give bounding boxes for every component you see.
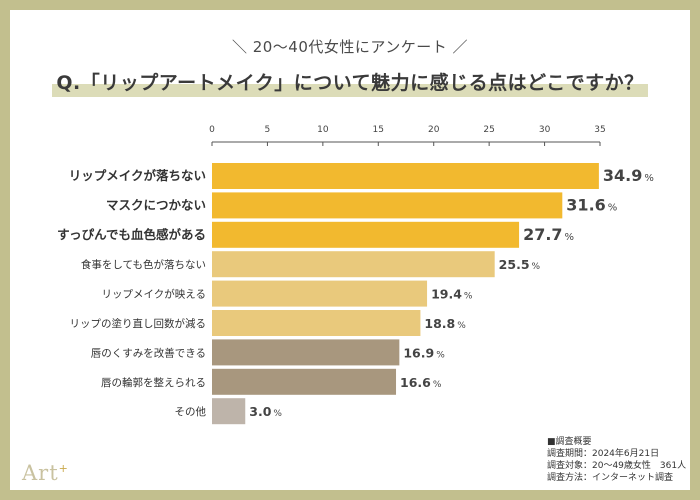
value-labels: 34.9 % 31.6 % 27.7 % 25.5 % 19.4 % 18.8 % 16.9 % 16.6%… (249, 166, 654, 419)
survey-info: ■調査概要 調査期間：2024年6月21日 調査対象：20～49歳女性 361人… (547, 436, 686, 484)
bar (212, 221, 520, 248)
brand-logo-text: Art (22, 461, 59, 485)
survey-card: ＼ 20〜40代女性にアンケート ／ Q.「リップアートメイク」について魅力に感… (10, 10, 690, 490)
value-unit: % (565, 232, 575, 243)
bar (212, 280, 428, 307)
x-tick-label: 25 (483, 125, 494, 135)
bar (212, 192, 563, 219)
question-text: Q.「リップアートメイク」について魅力に感じる点はどこですか？ (52, 68, 648, 97)
category-label: マスクにつかない (106, 197, 206, 212)
category-label: リップの塗り直し回数が減る (70, 317, 207, 330)
value-label: 19.4% (431, 287, 473, 302)
value-label: 34.9% (603, 166, 654, 185)
bar (212, 310, 421, 336)
value-label: 27.7% (523, 225, 574, 244)
bar (212, 368, 397, 395)
bar (212, 163, 599, 189)
value-label: 16.9% (403, 345, 445, 360)
x-tick-label: 0 (209, 125, 215, 135)
category-label: 唇の輪郭を整えられる (101, 376, 206, 389)
survey-info-title: ■調査概要 (547, 437, 592, 447)
value-unit: % (273, 409, 282, 419)
value-label: 16.6% (400, 375, 442, 390)
x-tick-label: 35 (594, 125, 605, 135)
value-label: 31.6% (566, 195, 617, 214)
category-label: 唇のくすみを改善できる (91, 346, 206, 359)
value-label: 3.0% (249, 404, 282, 419)
survey-period: 調査期間：2024年6月21日 (547, 449, 660, 459)
brand-logo-mark: + (58, 462, 69, 475)
bar-chart: 0 5 10 15 20 25 30 35 リップメイクが落ちないマスクにつかないすっぴんでも… (57, 125, 654, 425)
value-unit: % (464, 292, 473, 302)
category-labels: リップメイクが落ちないマスクにつかないすっぴんでも血色感がある食事をしても色が落… (57, 168, 206, 418)
value-unit: % (644, 173, 654, 184)
x-tick-label: 5 (265, 125, 271, 135)
survey-method: 調査方法：インターネット調査 (547, 473, 674, 483)
value-unit: % (433, 380, 442, 390)
x-tick-label: 30 (539, 125, 551, 135)
bars (212, 163, 599, 425)
x-tick-label: 10 (317, 125, 329, 135)
question-title: Q.「リップアートメイク」について魅力に感じる点はどこですか？ (10, 68, 690, 97)
category-label: 食事をしても色が落ちない (81, 258, 206, 271)
brand-logo: Art+ (22, 461, 69, 485)
axis-ticks: 0 5 10 15 20 25 30 35 (209, 125, 606, 146)
value-unit: % (457, 321, 466, 331)
value-unit: % (436, 350, 445, 360)
value-label: 25.5% (499, 257, 541, 272)
category-label: リップメイクが映える (102, 288, 206, 301)
survey-subtitle: ＼ 20〜40代女性にアンケート ／ (231, 38, 469, 56)
x-tick-label: 20 (428, 125, 440, 135)
value-unit: % (608, 202, 618, 213)
category-label: その他 (175, 405, 207, 418)
value-unit: % (532, 262, 541, 272)
bar (212, 251, 495, 278)
category-label: リップメイクが落ちない (69, 168, 206, 183)
x-tick-label: 15 (373, 125, 384, 135)
category-label: すっぴんでも血色感がある (57, 227, 206, 242)
value-label: 18.8% (424, 316, 466, 331)
bar (212, 339, 400, 366)
survey-target: 調査対象：20～49歳女性 361人 (547, 461, 687, 471)
bar (212, 398, 246, 425)
